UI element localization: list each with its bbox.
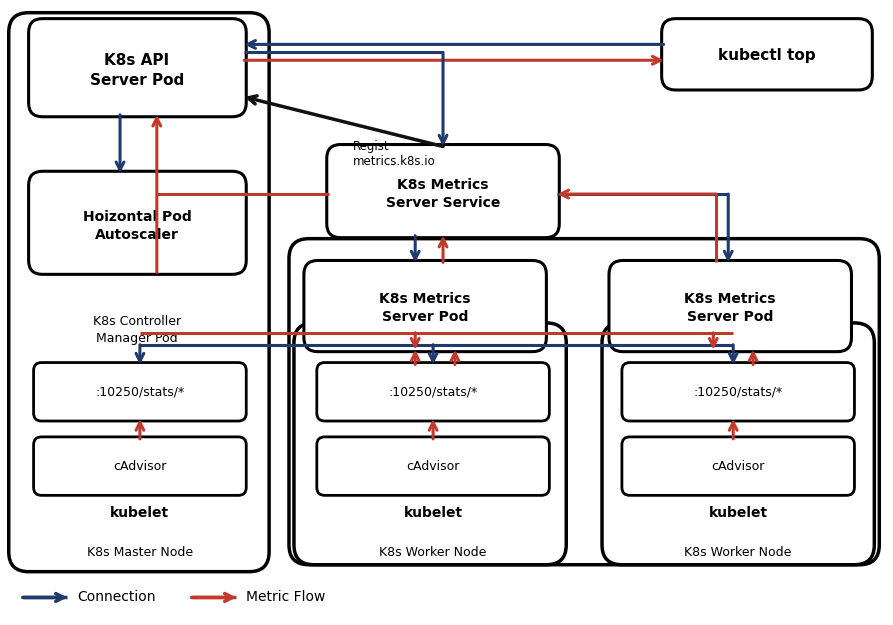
Text: kubelet: kubelet [709, 506, 768, 520]
Text: K8s Metrics
Server Service: K8s Metrics Server Service [386, 178, 500, 210]
Text: K8s Master Node: K8s Master Node [87, 546, 193, 559]
Text: K8s API
Server Pod: K8s API Server Pod [90, 52, 184, 88]
Text: cAdvisor: cAdvisor [113, 460, 167, 473]
Text: :10250/stats/*: :10250/stats/* [694, 386, 783, 399]
Text: :10250/stats/*: :10250/stats/* [96, 386, 185, 399]
FancyBboxPatch shape [622, 437, 855, 496]
FancyBboxPatch shape [609, 261, 851, 352]
FancyBboxPatch shape [29, 171, 246, 274]
FancyBboxPatch shape [289, 239, 880, 565]
FancyBboxPatch shape [34, 362, 246, 421]
FancyBboxPatch shape [327, 144, 559, 238]
Text: kubelet: kubelet [404, 506, 463, 520]
Text: kubectl top: kubectl top [718, 48, 816, 63]
Text: :10250/stats/*: :10250/stats/* [388, 386, 478, 399]
FancyBboxPatch shape [9, 12, 269, 572]
Text: K8s Worker Node: K8s Worker Node [685, 546, 792, 559]
FancyBboxPatch shape [602, 323, 874, 565]
Text: kubelet: kubelet [111, 506, 170, 520]
Text: Metric Flow: Metric Flow [246, 591, 326, 604]
FancyBboxPatch shape [662, 19, 872, 90]
Text: K8s Metrics
Server Pod: K8s Metrics Server Pod [380, 292, 471, 324]
FancyBboxPatch shape [317, 437, 549, 496]
Text: Regist
metrics.k8s.io: Regist metrics.k8s.io [353, 139, 436, 168]
FancyBboxPatch shape [34, 437, 246, 496]
FancyBboxPatch shape [294, 323, 566, 565]
Text: K8s Controller
Manager Pod: K8s Controller Manager Pod [93, 315, 181, 345]
FancyBboxPatch shape [317, 362, 549, 421]
FancyBboxPatch shape [622, 362, 855, 421]
Text: K8s Worker Node: K8s Worker Node [380, 546, 487, 559]
Text: K8s Metrics
Server Pod: K8s Metrics Server Pod [684, 292, 776, 324]
Text: cAdvisor: cAdvisor [712, 460, 765, 473]
Text: cAdvisor: cAdvisor [406, 460, 460, 473]
Text: Hoizontal Pod
Autoscaler: Hoizontal Pod Autoscaler [82, 209, 191, 242]
Text: Connection: Connection [78, 591, 155, 604]
FancyBboxPatch shape [29, 19, 246, 117]
FancyBboxPatch shape [304, 261, 547, 352]
